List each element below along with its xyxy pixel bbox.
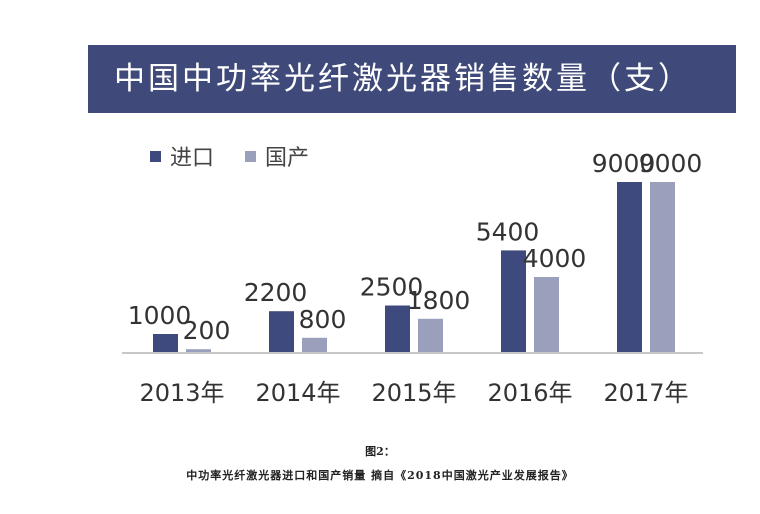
data-label-1-4: 9000 <box>639 149 703 178</box>
x-tick-label-4: 2017年 <box>603 379 688 407</box>
bar-1-0 <box>186 349 211 353</box>
legend-swatch-0 <box>150 151 161 162</box>
data-label-0-0: 1000 <box>128 301 192 330</box>
bar-chart: 进口 国产 1000 2200 2500 5400 9000 200 800 1800 4000 90… <box>122 146 703 407</box>
bar-1-2 <box>418 318 443 353</box>
data-label-1-0: 200 <box>183 316 231 345</box>
data-label-0-4: 9000 <box>592 149 656 178</box>
figure-label: 图2： <box>365 445 395 458</box>
chart-title: 中国中功率光纤激光器销售数量（支） <box>114 61 692 97</box>
bar-0-1 <box>269 311 294 353</box>
x-tick-label-3: 2016年 <box>487 379 572 407</box>
data-label-1-3: 4000 <box>523 244 587 273</box>
data-label-0-3: 5400 <box>476 217 540 246</box>
data-label-1-1: 800 <box>299 305 347 334</box>
legend-swatch-1 <box>245 151 256 162</box>
chart-title-bar: 中国中功率光纤激光器销售数量（支） <box>88 45 736 113</box>
legend-label-1: 国产 <box>265 146 309 171</box>
data-label-0-1: 2200 <box>244 278 308 307</box>
bar-0-3 <box>501 250 526 353</box>
x-tick-label-1: 2014年 <box>255 379 340 407</box>
legend-label-0: 进口 <box>170 146 214 171</box>
bar-0-4 <box>617 182 642 353</box>
bar-0-0 <box>153 334 178 353</box>
bar-0-2 <box>385 305 410 353</box>
bar-1-3 <box>534 277 559 353</box>
data-label-0-2: 2500 <box>360 273 424 302</box>
bar-1-4 <box>650 182 675 353</box>
figure-caption: 中功率光纤激光器进口和国产销量 摘自《2018中国激光产业发展报告》 <box>186 469 574 482</box>
bar-1-1 <box>302 337 327 353</box>
data-label-1-2: 1800 <box>407 286 471 315</box>
x-tick-label-2: 2015年 <box>371 379 456 407</box>
x-tick-label-0: 2013年 <box>139 379 224 407</box>
